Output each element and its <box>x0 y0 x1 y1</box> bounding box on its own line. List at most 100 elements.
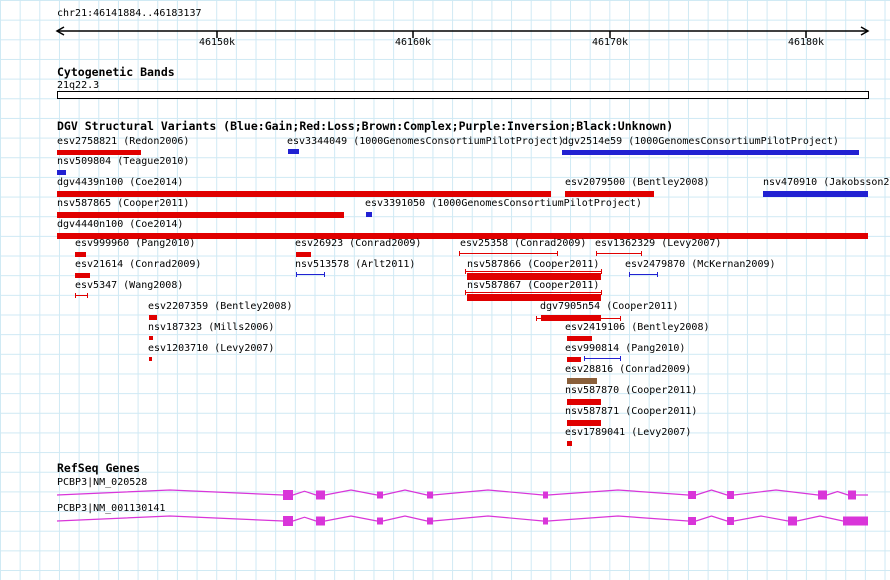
gene-model[interactable] <box>0 483 890 507</box>
gene-exon[interactable] <box>377 491 383 499</box>
variant-extent-line[interactable] <box>459 253 558 254</box>
variant-label[interactable]: esv21614 (Conrad2009) <box>75 259 202 270</box>
variant-label[interactable]: nsv587867 (Cooper2011) <box>467 280 600 291</box>
variant-bar-red[interactable] <box>567 441 572 446</box>
variant-label[interactable]: esv25358 (Conrad2009) <box>460 238 587 249</box>
variant-label[interactable]: nsv513578 (Arlt2011) <box>295 259 416 270</box>
variant-label[interactable]: esv1203710 (Levy2007) <box>148 343 275 354</box>
variant-extent-tick <box>465 269 466 274</box>
variant-label[interactable]: esv26923 (Conrad2009) <box>295 238 422 249</box>
gene-exon[interactable] <box>727 491 734 499</box>
gene-exon[interactable] <box>427 491 433 499</box>
dgv-track-title: DGV Structural Variants (Blue:Gain;Red:L… <box>57 119 674 133</box>
variant-label[interactable]: esv3344049 (1000GenomesConsortiumPilotPr… <box>287 136 564 147</box>
variant-extent-line[interactable] <box>584 358 621 359</box>
variant-bar-red[interactable] <box>75 252 86 257</box>
variant-label[interactable]: esv3391050 (1000GenomesConsortiumPilotPr… <box>365 198 642 209</box>
variant-label[interactable]: esv2758821 (Redon2006) <box>57 136 190 147</box>
variant-label[interactable]: esv2419106 (Bentley2008) <box>565 322 710 333</box>
variant-bar-blue[interactable] <box>57 170 66 175</box>
variant-label[interactable]: nsv587866 (Cooper2011) <box>467 259 600 270</box>
gene-intron-line <box>56 489 868 496</box>
variant-label[interactable]: dgv2514e59 (1000GenomesConsortiumPilotPr… <box>562 136 839 147</box>
variant-bar-red[interactable] <box>57 212 344 218</box>
ruler-tick-label: 46180k <box>788 37 824 48</box>
gene-exon[interactable] <box>316 490 325 500</box>
gene-exon[interactable] <box>316 516 325 526</box>
gene-exon[interactable] <box>848 490 856 500</box>
variant-extent-tick <box>596 251 597 256</box>
variant-bar-red[interactable] <box>149 315 157 320</box>
variant-label[interactable]: nsv187323 (Mills2006) <box>148 322 275 333</box>
variant-extent-line[interactable] <box>296 274 325 275</box>
ruler-tick-label: 46160k <box>395 37 431 48</box>
variant-bar-red[interactable] <box>567 420 601 426</box>
gene-exon[interactable] <box>377 517 383 525</box>
ruler-arrow-icon <box>55 26 65 36</box>
variant-extent-line[interactable] <box>465 292 602 293</box>
variant-bar-red[interactable] <box>149 357 152 361</box>
variant-bar-red[interactable] <box>565 191 654 197</box>
variant-label[interactable]: dgv4439n100 (Coe2014) <box>57 177 184 188</box>
gene-exon[interactable] <box>688 491 696 499</box>
variant-bar-blue[interactable] <box>366 212 372 217</box>
gene-exon[interactable] <box>283 490 293 500</box>
variant-bar-blue[interactable] <box>288 149 299 154</box>
variant-extent-tick <box>75 293 76 298</box>
cytoband-box <box>57 91 869 99</box>
variant-bar-red[interactable] <box>75 273 90 278</box>
variant-bar-red[interactable] <box>57 150 141 155</box>
gene-intron-line <box>56 515 844 522</box>
variant-label[interactable]: nsv470910 (Jakobsson2 <box>763 177 890 188</box>
variant-label[interactable]: dgv7905n54 (Cooper2011) <box>540 301 679 312</box>
gene-label[interactable]: PCBP3|NM_001130141 <box>57 503 166 514</box>
variant-label[interactable]: esv999960 (Pang2010) <box>75 238 196 249</box>
variant-bar-red[interactable] <box>57 191 551 197</box>
variant-bar-red[interactable] <box>467 273 601 280</box>
variant-extent-line[interactable] <box>596 253 642 254</box>
variant-extent-line[interactable] <box>536 318 621 319</box>
gene-exon[interactable] <box>818 490 827 500</box>
variant-bar-red[interactable] <box>567 357 581 362</box>
variant-label[interactable]: nsv509804 (Teague2010) <box>57 156 190 167</box>
gene-exon[interactable] <box>688 517 696 525</box>
variant-bar-red[interactable] <box>467 294 601 301</box>
variant-label[interactable]: esv5347 (Wang2008) <box>75 280 184 291</box>
variant-bar-brown[interactable] <box>567 378 597 384</box>
variant-label[interactable]: esv990814 (Pang2010) <box>565 343 686 354</box>
variant-bar-red[interactable] <box>57 233 868 239</box>
gene-exon[interactable] <box>283 516 293 526</box>
variant-label[interactable]: esv1789041 (Levy2007) <box>565 427 692 438</box>
variant-bar-blue[interactable] <box>763 191 868 197</box>
variant-label[interactable]: nsv587865 (Cooper2011) <box>57 198 190 209</box>
variant-extent-tick <box>557 251 558 256</box>
variant-label[interactable]: nsv587871 (Cooper2011) <box>565 406 698 417</box>
variant-label[interactable]: esv1362329 (Levy2007) <box>595 238 722 249</box>
variant-extent-line[interactable] <box>629 274 658 275</box>
variant-label[interactable]: esv28816 (Conrad2009) <box>565 364 692 375</box>
variant-bar-red[interactable] <box>149 336 153 340</box>
variant-label[interactable]: esv2079500 (Bentley2008) <box>565 177 710 188</box>
gene-exon[interactable] <box>543 491 548 499</box>
gene-exon[interactable] <box>843 516 868 526</box>
variant-bar-red[interactable] <box>567 399 601 405</box>
variant-label[interactable]: esv2207359 (Bentley2008) <box>148 301 293 312</box>
variant-extent-line[interactable] <box>465 271 602 272</box>
gene-exon[interactable] <box>788 516 797 526</box>
variant-label[interactable]: dgv4440n100 (Coe2014) <box>57 219 184 230</box>
variant-bar-red[interactable] <box>296 252 311 257</box>
coordinate-ruler[interactable]: 46150k 46160k 46170k 46180k <box>0 18 890 52</box>
variant-extent-tick <box>629 272 630 277</box>
variant-bar-blue[interactable] <box>562 150 859 155</box>
gene-model[interactable] <box>0 509 890 533</box>
variant-label[interactable]: nsv587870 (Cooper2011) <box>565 385 698 396</box>
variant-extent-line[interactable] <box>75 295 88 296</box>
variant-extent-tick <box>87 293 88 298</box>
gene-exon[interactable] <box>727 517 734 525</box>
gene-exon[interactable] <box>543 517 548 525</box>
gene-exon[interactable] <box>427 517 433 525</box>
variant-bar-red[interactable] <box>567 336 592 341</box>
variant-label[interactable]: esv2479870 (McKernan2009) <box>625 259 776 270</box>
gene-label[interactable]: PCBP3|NM_020528 <box>57 477 148 488</box>
